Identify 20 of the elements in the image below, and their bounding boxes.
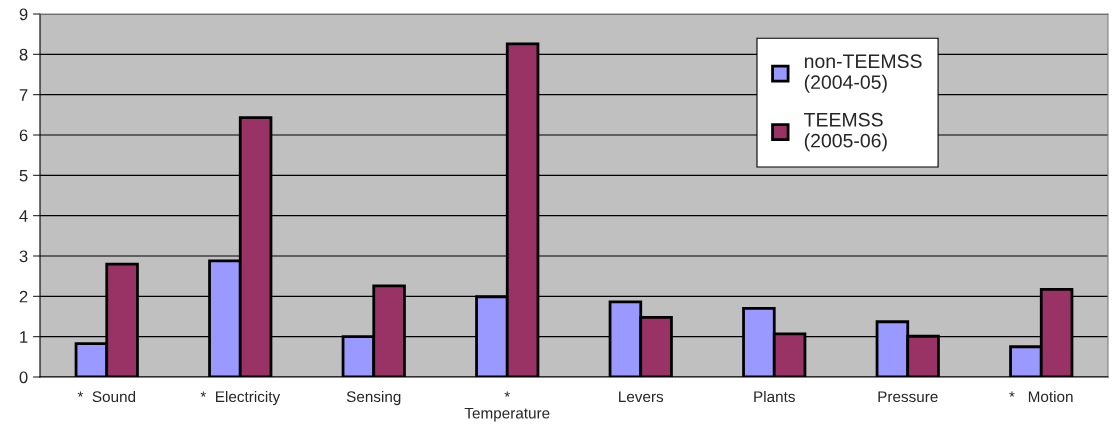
y-tick-label: 1 bbox=[20, 331, 28, 343]
legend-label: TEEMSS (2005-06) bbox=[804, 112, 887, 152]
y-tick-label: 8 bbox=[19, 48, 28, 61]
y-tick-label: 2 bbox=[19, 290, 28, 303]
y-tick-label: 4 bbox=[19, 210, 28, 222]
x-tick-label: * Electricity bbox=[200, 390, 281, 406]
x-tick-label: * Motion bbox=[1009, 390, 1073, 403]
legend-label: non-TEEMSS (2004-05) bbox=[804, 54, 922, 93]
y-tick-label: 9 bbox=[19, 8, 28, 21]
y-tick-label: 3 bbox=[19, 250, 28, 263]
x-tick-label: * Temperature bbox=[464, 391, 550, 422]
y-tick-label: 5 bbox=[19, 169, 28, 182]
y-tick-label: 6 bbox=[19, 129, 28, 142]
x-tick-label: Levers bbox=[619, 391, 664, 403]
y-tick-label: 7 bbox=[19, 89, 28, 101]
y-tick-label: 0 bbox=[19, 371, 28, 384]
x-tick-label: Pressure bbox=[878, 391, 938, 403]
x-tick-label: Plants bbox=[754, 390, 795, 403]
x-tick-label: * Sound bbox=[77, 390, 136, 403]
x-tick-label: Sensing bbox=[346, 390, 401, 406]
